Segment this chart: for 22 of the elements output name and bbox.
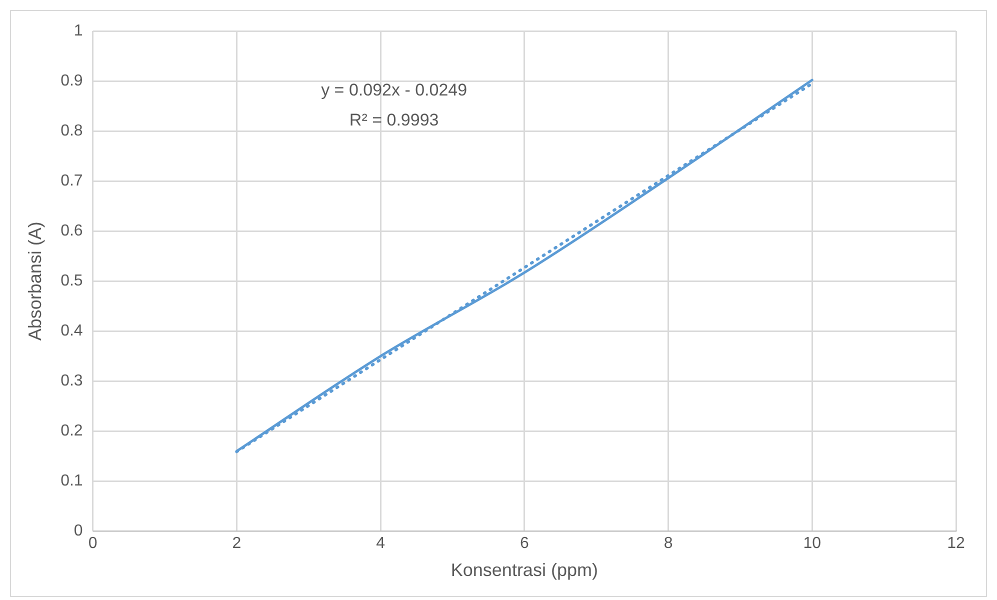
y-tick-label: 0.1: [60, 472, 83, 490]
x-tick-label: 4: [376, 535, 386, 552]
x-tick-label: 10: [803, 535, 822, 552]
x-axis-title: Konsentrasi (ppm): [450, 560, 598, 580]
y-tick-label: 1: [74, 22, 83, 40]
annotation: y = 0.092x - 0.0249: [321, 80, 468, 100]
y-tick-label: 0.5: [60, 272, 83, 290]
y-tick-label: 0.6: [60, 222, 83, 240]
y-tick-label: 0.8: [60, 122, 83, 140]
y-axis-title: Absorbansi (A): [24, 222, 45, 341]
y-tick-label: 0.3: [60, 372, 83, 390]
x-tick-label: 8: [664, 535, 673, 552]
y-tick-label: 0.2: [60, 422, 83, 440]
y-tick-label: 0: [74, 522, 83, 540]
x-tick-label: 6: [520, 535, 529, 552]
x-tick-label: 2: [232, 535, 242, 552]
y-tick-label: 0.9: [60, 72, 83, 90]
y-tick-label: 0.7: [60, 172, 83, 190]
x-tick-label: 12: [947, 535, 965, 552]
annotation: R² = 0.9993: [349, 110, 439, 130]
y-tick-label: 0.4: [60, 322, 83, 340]
x-tick-label: 0: [88, 535, 98, 552]
